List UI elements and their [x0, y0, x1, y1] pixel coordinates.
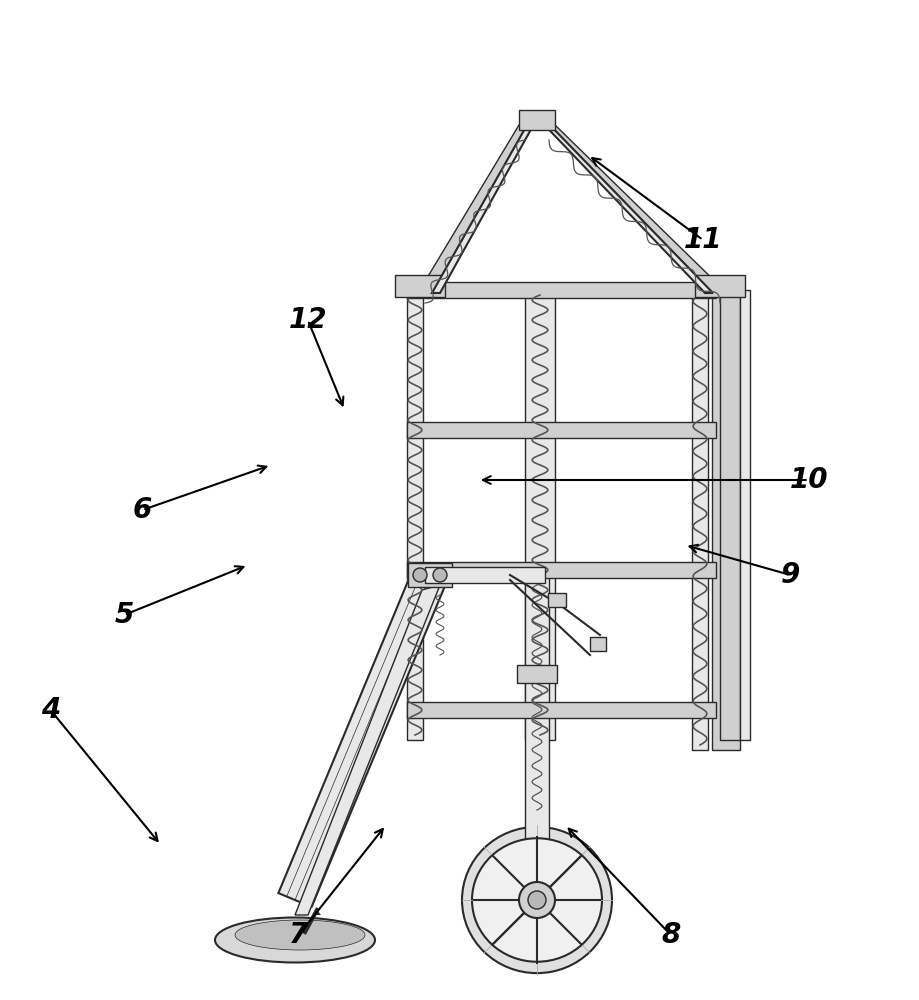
- Bar: [407, 422, 716, 438]
- Polygon shape: [535, 115, 713, 293]
- Text: 9: 9: [781, 561, 800, 589]
- Polygon shape: [418, 118, 531, 293]
- Circle shape: [519, 882, 555, 918]
- Bar: [407, 282, 716, 298]
- Polygon shape: [313, 910, 321, 915]
- Bar: [740, 290, 750, 740]
- Bar: [548, 593, 566, 607]
- Circle shape: [528, 891, 546, 909]
- Bar: [525, 290, 555, 740]
- Bar: [712, 290, 740, 750]
- Text: 6: 6: [133, 496, 152, 524]
- Bar: [525, 575, 549, 840]
- Bar: [517, 665, 557, 683]
- Text: 8: 8: [662, 921, 680, 949]
- Ellipse shape: [215, 918, 375, 962]
- Bar: [408, 563, 452, 587]
- Bar: [407, 290, 423, 740]
- Bar: [720, 290, 740, 740]
- Bar: [395, 275, 445, 297]
- Bar: [425, 567, 545, 583]
- Text: 10: 10: [789, 466, 828, 494]
- Bar: [695, 275, 745, 297]
- Text: 7: 7: [289, 921, 308, 949]
- Polygon shape: [278, 568, 447, 907]
- Polygon shape: [543, 118, 727, 293]
- Bar: [692, 290, 708, 750]
- Text: 5: 5: [115, 601, 133, 629]
- Polygon shape: [432, 115, 539, 293]
- Circle shape: [413, 568, 427, 582]
- Ellipse shape: [472, 838, 602, 962]
- Text: 12: 12: [289, 306, 327, 334]
- Ellipse shape: [462, 827, 612, 973]
- Ellipse shape: [235, 920, 365, 950]
- Bar: [590, 637, 606, 651]
- Text: 4: 4: [41, 696, 60, 724]
- Text: 11: 11: [684, 226, 722, 254]
- Bar: [407, 702, 716, 718]
- Bar: [519, 110, 555, 130]
- Circle shape: [433, 568, 447, 582]
- Bar: [407, 562, 716, 578]
- Polygon shape: [295, 585, 440, 915]
